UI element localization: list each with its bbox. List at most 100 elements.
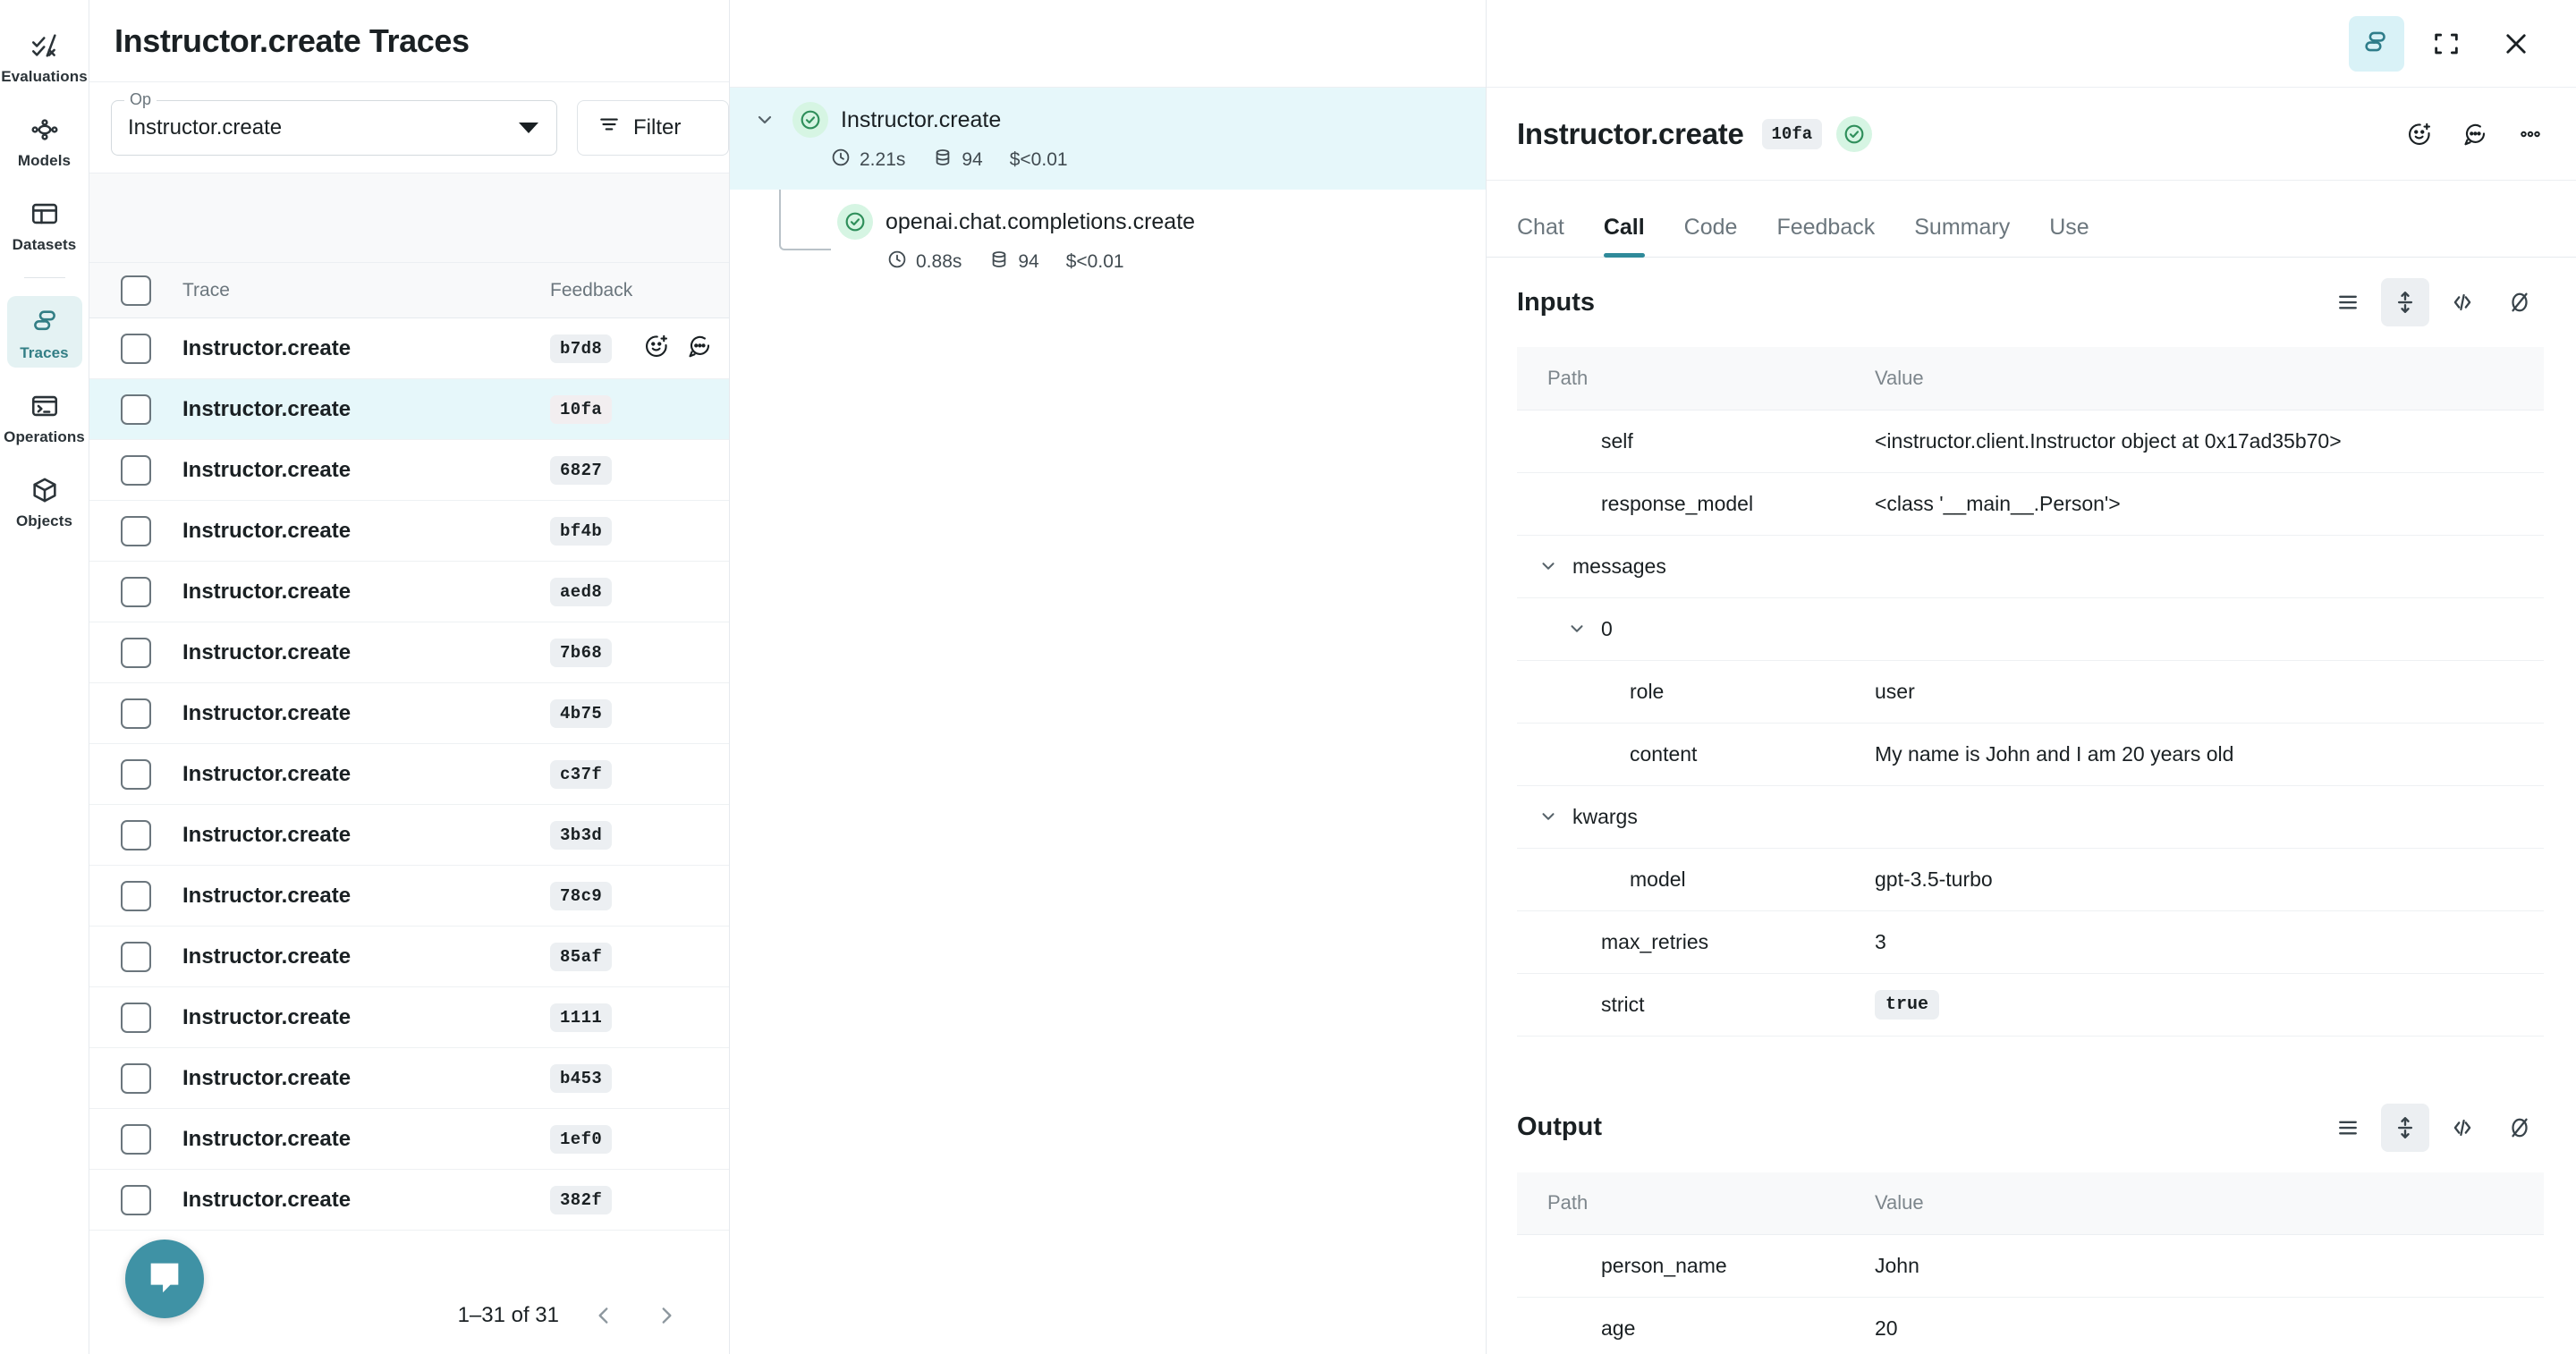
tab-call[interactable]: Call [1584, 215, 1665, 258]
row-checkbox[interactable] [121, 941, 151, 972]
row-id-cell: c37f [550, 759, 643, 789]
node-duration: 2.21s [830, 147, 905, 173]
list-view-icon[interactable] [2324, 278, 2372, 326]
row-id-chip: c37f [550, 759, 613, 789]
trace-tree-node-root[interactable]: Instructor.create 2.21s [730, 88, 1486, 190]
split-view-icon[interactable] [2349, 15, 2404, 72]
add-reaction-icon[interactable] [643, 333, 670, 364]
traces-rows-container[interactable]: Instructor.create b7d8 Instructor.create 1… [89, 318, 729, 1277]
kv-path: 0 [1601, 616, 1613, 640]
table-row[interactable]: Instructor.create b453 [89, 1048, 729, 1109]
kv-row[interactable]: kwargs [1517, 785, 2544, 849]
models-icon [28, 113, 62, 147]
row-id-cell: 382f [550, 1185, 643, 1214]
table-row[interactable]: Instructor.create aed8 [89, 562, 729, 622]
kv-row[interactable]: self <instructor.client.Instructor object… [1517, 410, 2544, 473]
table-row[interactable]: Instructor.create 85af [89, 927, 729, 987]
fullscreen-icon[interactable] [2419, 16, 2474, 72]
row-checkbox[interactable] [121, 637, 151, 668]
kv-row[interactable]: messages [1517, 535, 2544, 598]
table-row[interactable]: Instructor.create 1111 [89, 987, 729, 1048]
table-row[interactable]: Instructor.create c37f [89, 744, 729, 805]
tab-code[interactable]: Code [1683, 215, 1738, 240]
row-checkbox[interactable] [121, 698, 151, 729]
row-checkbox[interactable] [121, 819, 151, 850]
sidebar-item-datasets[interactable]: Datasets [7, 188, 82, 259]
comment-icon[interactable] [2462, 121, 2488, 148]
kv-row[interactable]: age 20 [1517, 1297, 2544, 1354]
filter-icon [597, 113, 621, 142]
tab-feedback[interactable]: Feedback [1776, 215, 1876, 240]
close-icon[interactable] [2488, 16, 2544, 72]
hide-icon[interactable] [2496, 1104, 2544, 1152]
table-row[interactable]: Instructor.create 78c9 [89, 866, 729, 927]
row-checkbox[interactable] [121, 576, 151, 607]
column-header-path: Path [1517, 347, 1875, 410]
code-view-icon[interactable] [2438, 1104, 2487, 1152]
row-checkbox[interactable] [121, 880, 151, 911]
list-view-icon[interactable] [2324, 1104, 2372, 1152]
kv-row[interactable]: strict true [1517, 973, 2544, 1037]
table-row[interactable]: Instructor.create bf4b [89, 501, 729, 562]
row-checkbox[interactable] [121, 1184, 151, 1215]
sidebar-item-models[interactable]: Models [7, 104, 82, 175]
table-row[interactable]: Instructor.create 1ef0 [89, 1109, 729, 1170]
table-row[interactable]: Instructor.create 7b68 [89, 622, 729, 683]
intercom-chat-button[interactable] [125, 1240, 204, 1318]
row-checkbox[interactable] [121, 394, 151, 425]
table-row[interactable]: Instructor.create b7d8 [89, 318, 729, 379]
row-checkbox[interactable] [121, 758, 151, 790]
sidebar-item-label: Operations [4, 428, 85, 445]
kv-row[interactable]: model gpt-3.5-turbo [1517, 848, 2544, 911]
kv-row[interactable]: role user [1517, 660, 2544, 724]
previous-page-button[interactable] [586, 1298, 622, 1333]
tab-use[interactable]: Use [2049, 215, 2089, 240]
expand-rows-icon[interactable] [2381, 1103, 2429, 1152]
chevron-down-icon[interactable] [750, 109, 780, 131]
op-select-value: Instructor.create [128, 114, 283, 140]
more-options-icon[interactable] [2517, 121, 2544, 148]
kv-row[interactable]: 0 [1517, 597, 2544, 661]
row-id-chip: bf4b [550, 516, 613, 546]
add-reaction-icon[interactable] [2406, 121, 2433, 148]
table-row[interactable]: Instructor.create 6827 [89, 440, 729, 501]
sidebar-item-operations[interactable]: Operations [4, 380, 85, 452]
row-checkbox[interactable] [121, 333, 151, 364]
comment-icon[interactable] [686, 333, 713, 364]
row-checkbox[interactable] [121, 1062, 151, 1094]
op-select[interactable]: Op Instructor.create [111, 89, 557, 156]
row-select-cell [89, 515, 182, 546]
next-page-button[interactable] [648, 1298, 684, 1333]
select-all-checkbox[interactable] [121, 275, 151, 306]
sidebar-item-objects[interactable]: Objects [7, 464, 82, 536]
row-checkbox[interactable] [121, 515, 151, 546]
expand-rows-icon[interactable] [2381, 278, 2429, 326]
tab-chat[interactable]: Chat [1517, 215, 1564, 240]
row-checkbox[interactable] [121, 454, 151, 486]
table-row[interactable]: Instructor.create 3b3d [89, 805, 729, 866]
row-trace-name: Instructor.create [182, 639, 352, 664]
kv-row[interactable]: content My name is John and I am 20 years… [1517, 723, 2544, 786]
table-row[interactable]: Instructor.create 10fa [89, 379, 729, 440]
kv-row[interactable]: response_model <class '__main__.Person'> [1517, 472, 2544, 536]
tab-summary[interactable]: Summary [1914, 215, 2011, 240]
sidebar-item-traces[interactable]: Traces [6, 296, 82, 368]
detail-tabs[interactable]: Chat Call Code Feedback Summary Use [1487, 181, 2576, 258]
row-checkbox[interactable] [121, 1002, 151, 1033]
filter-button[interactable]: Filter [577, 99, 729, 156]
hide-icon[interactable] [2496, 278, 2544, 326]
row-checkbox[interactable] [121, 1123, 151, 1155]
chevron-down-icon[interactable] [1538, 556, 1572, 576]
filter-button-label: Filter [633, 114, 682, 140]
sidebar-item-evaluations[interactable]: Evaluations [1, 20, 88, 91]
chevron-down-icon[interactable] [1538, 807, 1572, 826]
kv-row[interactable]: person_name John [1517, 1234, 2544, 1298]
code-view-icon[interactable] [2438, 278, 2487, 326]
table-row[interactable]: Instructor.create 4b75 [89, 683, 729, 744]
kv-row[interactable]: max_retries 3 [1517, 910, 2544, 974]
table-row[interactable]: Instructor.create 382f [89, 1170, 729, 1231]
chevron-down-icon[interactable] [1567, 619, 1601, 639]
inputs-title: Inputs [1517, 287, 1595, 317]
sidebar-item-label: Datasets [12, 236, 77, 253]
trace-tree-node-child[interactable]: openai.chat.completions.create 0.88s [730, 190, 1486, 292]
